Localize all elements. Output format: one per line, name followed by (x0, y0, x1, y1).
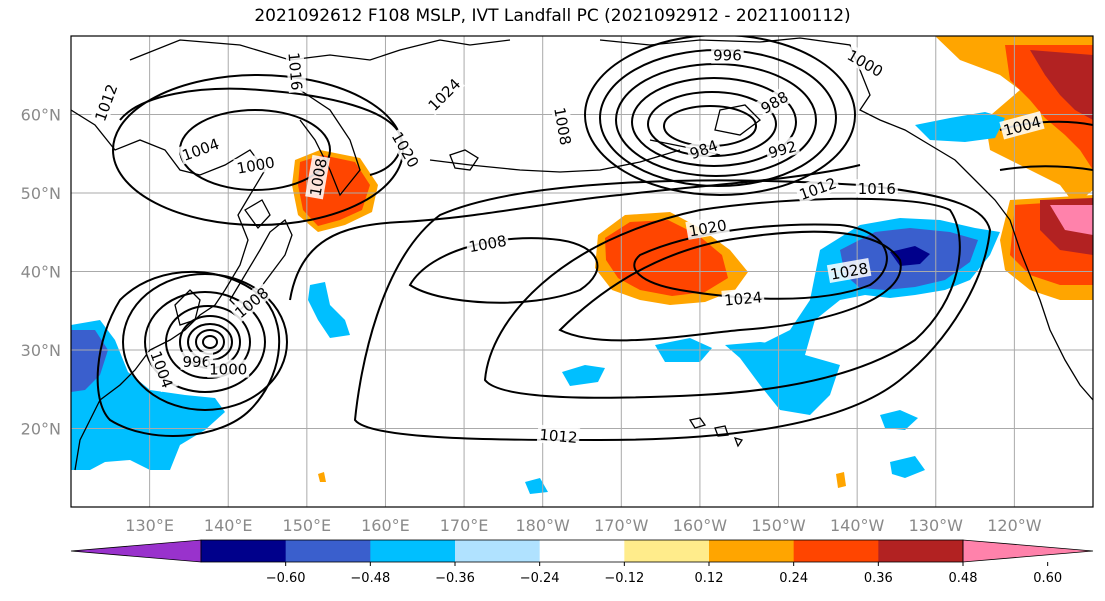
colorbar-tick-label: 0.36 (864, 571, 893, 586)
contour-label: 1024 (721, 287, 765, 310)
svg-text:996: 996 (182, 353, 211, 371)
longitude-label: 130°W (909, 516, 964, 535)
contour-label: 1000 (233, 152, 278, 178)
longitude-label: 140°W (830, 516, 885, 535)
svg-text:1024: 1024 (723, 288, 763, 309)
colorbar-extend-low (70, 539, 202, 563)
colorbar-tick-label: −0.36 (435, 571, 475, 586)
colorbar-swatch (878, 540, 964, 562)
colorbar-swatches (70, 539, 1094, 563)
mslp-contours (96, 36, 1093, 442)
longitude-label: 170°W (594, 516, 649, 535)
svg-text:1000: 1000 (209, 361, 247, 379)
colorbar-tick-label: 0.48 (949, 571, 978, 586)
colorbar-swatch (624, 540, 710, 562)
latitude-label: 60°N (21, 106, 61, 125)
colorbar-swatch (539, 540, 625, 562)
contour-label: 996 (711, 45, 744, 65)
longitude-label: 150°E (283, 516, 332, 535)
latitude-label: 50°N (21, 184, 61, 203)
latitude-label: 40°N (21, 263, 61, 282)
coastlines (71, 37, 1093, 471)
colorbar-tick-label: 0.60 (1033, 571, 1062, 586)
colorbar-swatch (455, 540, 541, 562)
colorbar-tick-labels: −0.60 −0.48 −0.36 −0.24 −0.12 0.12 0.24 0.36 0.4… (266, 562, 1062, 586)
colorbar-swatch (370, 540, 456, 562)
longitude-label: 170°E (440, 516, 489, 535)
colorbar-swatch (709, 540, 795, 562)
latitude-label: 30°N (21, 341, 61, 360)
map-title: 2021092612 F108 MSLP, IVT Landfall PC (2… (254, 6, 851, 26)
contour-label: 1016 (284, 49, 307, 93)
longitude-label: 130°E (125, 516, 174, 535)
latitude-label: 20°N (21, 420, 61, 439)
contour-label: 996 (180, 351, 214, 371)
colorbar-tick-label: 0.24 (779, 571, 808, 586)
colorbar-tick-label: 0.12 (695, 571, 724, 586)
colorbar-outline (200, 539, 964, 563)
contour-label: 1000 (207, 359, 250, 379)
contour-label: 1008 (550, 103, 576, 149)
contour-label: 1012 (536, 424, 581, 447)
longitude-label: 120°W (987, 516, 1042, 535)
longitude-label: 140°E (204, 516, 253, 535)
colorbar-tick-label: −0.24 (520, 571, 560, 586)
colorbar-swatch (793, 540, 879, 562)
svg-text:1012: 1012 (539, 426, 579, 447)
colorbar-extend-high (962, 539, 1094, 563)
latitude-labels: 60°N 50°N 40°N 30°N 20°N (21, 106, 61, 439)
contour-label: 1016 (855, 179, 898, 198)
longitude-labels: 130°E 140°E 150°E 160°E 170°E 180°W 170°W 160°W… (125, 516, 1041, 535)
map-frame (70, 35, 1094, 508)
svg-text:1016: 1016 (284, 52, 305, 92)
ivt-shading (71, 36, 1093, 494)
longitude-label: 160°W (673, 516, 728, 535)
svg-text:1016: 1016 (858, 180, 896, 198)
colorbar-swatch (201, 540, 287, 562)
colorbar-tick-label: −0.48 (350, 571, 390, 586)
colorbar-swatch (285, 540, 371, 562)
svg-text:996: 996 (713, 47, 742, 65)
colorbar-tick-label: −0.60 (266, 571, 306, 586)
longitude-label: 160°E (361, 516, 410, 535)
longitude-label: 180°W (516, 516, 571, 535)
longitude-label: 150°W (751, 516, 806, 535)
colorbar-tick-label: −0.12 (604, 571, 644, 586)
